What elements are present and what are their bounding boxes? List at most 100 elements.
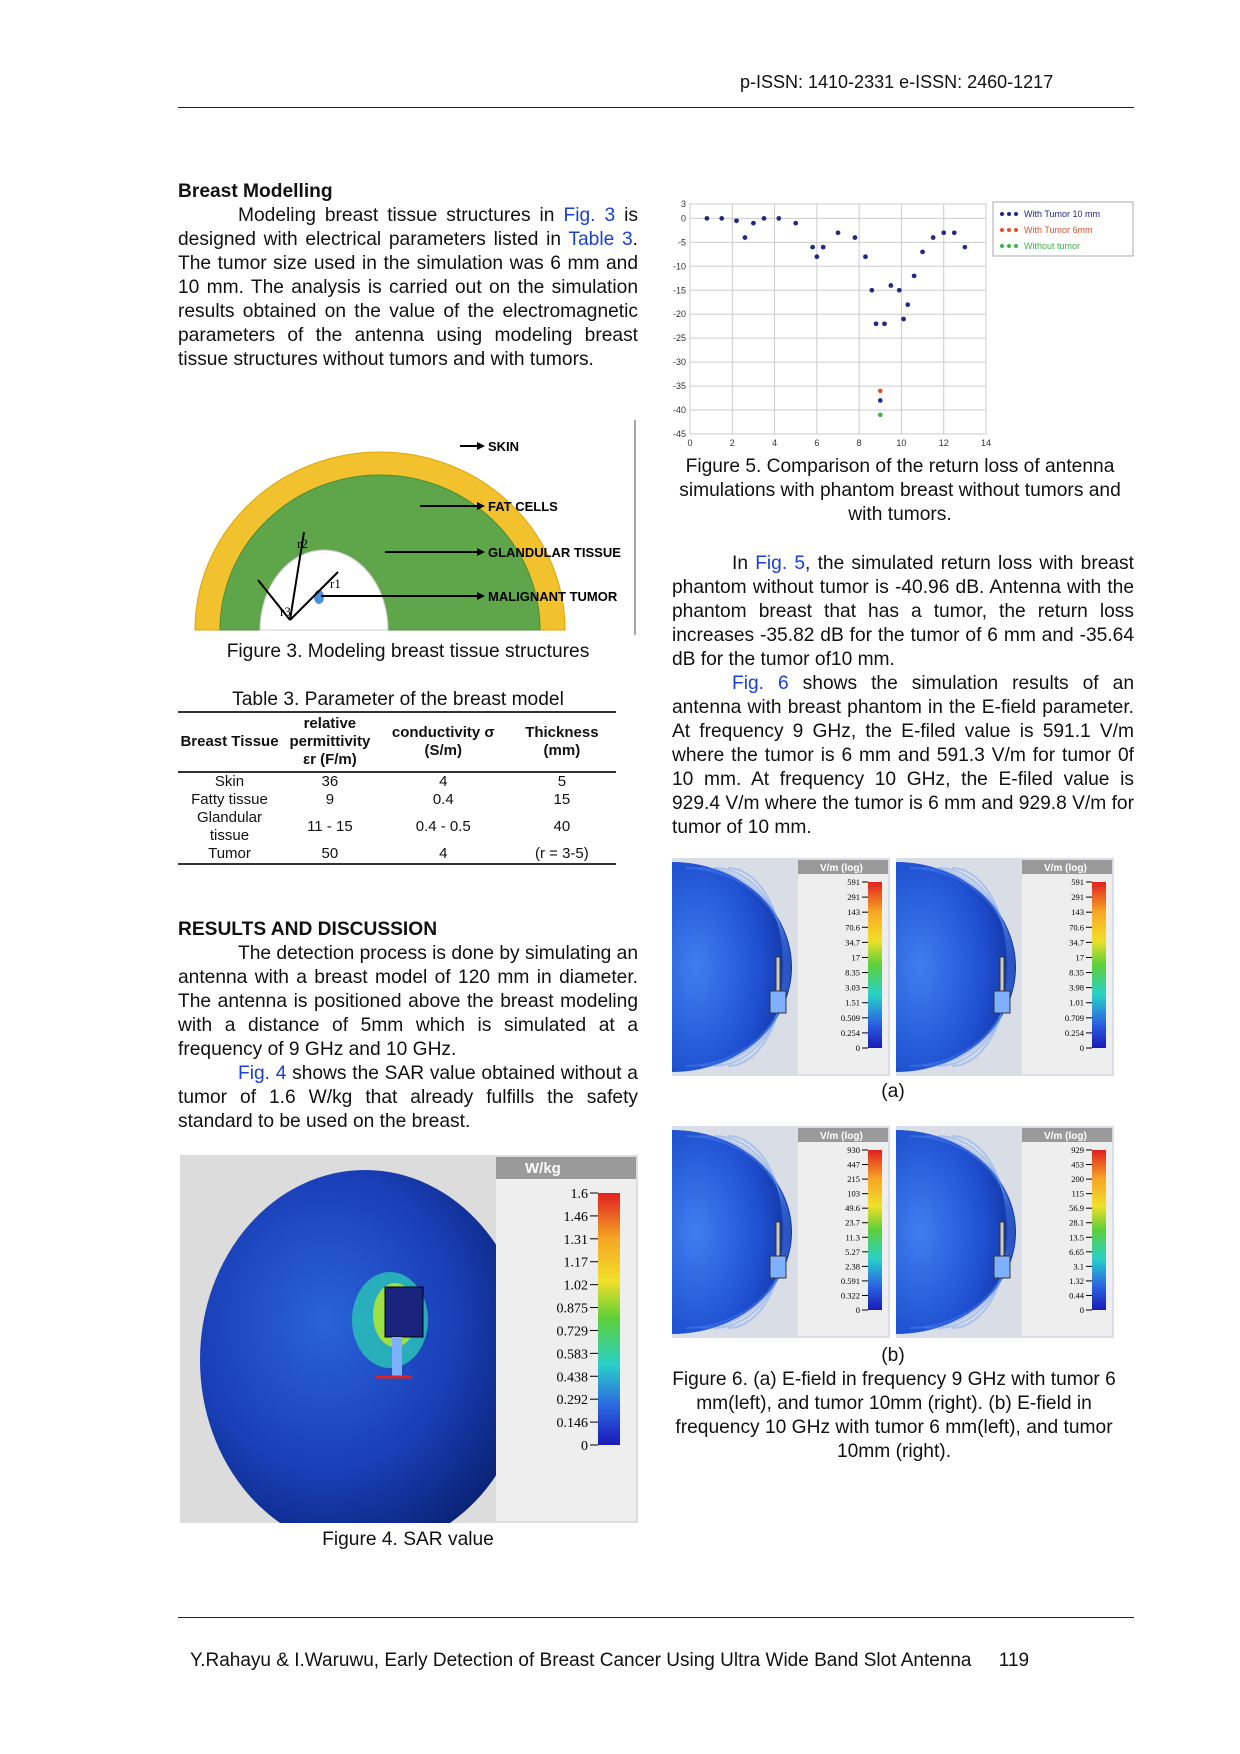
sar-tick-label: 1.31 [564, 1233, 589, 1248]
y-tick-label: -20 [673, 309, 686, 319]
legend-label: With Tumor 6mm [1024, 225, 1093, 235]
data-point [911, 273, 917, 279]
efield-tick-label: 1.32 [1069, 1276, 1084, 1286]
data-point [877, 412, 883, 418]
footer-rule [178, 1617, 1134, 1618]
page-number: 119 [998, 1650, 1030, 1671]
figure-5-caption: Figure 5. Comparison of the return loss … [679, 456, 1121, 525]
col-header-permittivity: relative permittivity εr (F/m) [289, 715, 371, 768]
efield-tick-label: 115 [1072, 1189, 1084, 1199]
cell: 4 [439, 845, 448, 862]
efield-tick-label: 291 [847, 892, 860, 902]
data-point [901, 316, 906, 322]
cell: Tumor [208, 845, 251, 862]
data-point [761, 216, 767, 221]
phantom-shape [672, 862, 792, 1072]
y-tick-label: -45 [673, 429, 686, 439]
efield-tick-label: 5.27 [845, 1247, 860, 1257]
efield-tick-label: 291 [1071, 892, 1084, 902]
legend-marker [1000, 212, 1004, 216]
return-loss-chart: 0 2 4 6 8 10 12 14 3 0 -5 -10 -15 -20 -25 -30 -35 -40 -45 W… [673, 199, 1134, 448]
data-point [814, 254, 820, 260]
efield-tick-label: 34.7 [1069, 937, 1084, 947]
col-header-conductivity: conductivity σ (S/m) [391, 724, 495, 759]
sar-tick-label: 1.46 [564, 1210, 589, 1225]
data-point [820, 244, 826, 250]
text: shows the SAR value obtained without a t… [178, 1063, 638, 1132]
x-tick-label: 14 [981, 438, 991, 448]
figure-6b-label: (b) [881, 1345, 905, 1366]
data-point [704, 216, 710, 221]
data-point [962, 244, 968, 250]
table-row: Glandular tissue 11 - 15 0.4 - 0.5 40 [178, 809, 616, 845]
figure-6a-label: (a) [881, 1081, 905, 1102]
results-section: RESULTS AND DISCUSSION The detection pro… [178, 918, 638, 1134]
cell: 5 [557, 773, 567, 790]
data-point [869, 287, 875, 293]
y-tick-label: -25 [673, 333, 686, 343]
figure-4: W/kg 1.6 1.46 1.31 1.17 1.02 0.875 0.729 0.583 0… [180, 1155, 638, 1550]
efield-unit-label: V/m (log) [1044, 1131, 1087, 1142]
fig3-link[interactable]: Fig. 3 [563, 205, 616, 226]
text: shows the simulation results of an anten… [672, 673, 1134, 838]
legend-label: With Tumor 10 mm [1024, 209, 1100, 219]
x-tick-label: 2 [730, 438, 735, 448]
cell: Glandular tissue [196, 809, 263, 844]
journal-issn: p-ISSN: 1410-2331 e-ISSN: 2460-1217 [740, 72, 1054, 92]
efield-10ghz-image: V/m (log) 930 447 215 103 49.6 23.7 11.3 5.27 2.3… [672, 1126, 1114, 1338]
y-tick-label: 3 [681, 199, 686, 209]
efield-tick-label: 3.98 [1069, 983, 1084, 993]
efield-tick-label: 0.509 [841, 1013, 860, 1023]
legend-label: Without tumor [1024, 241, 1080, 251]
efield-tick-label: 28.1 [1069, 1218, 1084, 1228]
efield-panel: V/m (log) 929 453 200 115 56.9 28.1 13.5 6.65 3.1… [896, 1126, 1114, 1338]
legend-marker [1014, 228, 1018, 232]
fig6-link[interactable]: Fig. 6 [732, 673, 789, 694]
text: In [732, 553, 756, 574]
sar-tick-label: 0 [581, 1439, 588, 1454]
efield-unit-label: V/m (log) [1044, 863, 1087, 874]
legend-marker [1007, 228, 1011, 232]
table3-link[interactable]: Table 3 [568, 229, 633, 250]
text: Modeling breast tissue structures in [238, 205, 564, 226]
y-tick-label: -5 [678, 237, 686, 247]
data-point [719, 216, 725, 221]
paragraph-efield: Fig. 6 shows the simulation results of a… [672, 672, 1134, 840]
efield-tick-label: 23.7 [845, 1218, 860, 1228]
figure-6b: V/m (log) 930 447 215 103 49.6 23.7 11.3 5.27 2.3… [672, 1126, 1114, 1338]
paragraph-return-loss: In Fig. 5, the simulated return loss wit… [672, 552, 1134, 672]
paragraph-sar: Fig. 4 shows the SAR value obtained with… [178, 1062, 638, 1134]
efield-tick-label: 0 [856, 1305, 860, 1315]
legend-marker [1007, 244, 1011, 248]
label-malignant-tumor: MALIGNANT TUMOR [488, 589, 618, 604]
data-point [873, 321, 879, 327]
data-point [751, 220, 756, 226]
col-header-thickness: Thickness (mm) [525, 724, 599, 759]
legend: With Tumor 10 mm With Tumor 6mm Without tu… [992, 201, 1134, 257]
cell: 9 [325, 791, 335, 808]
breast-modelling-section: Breast Modelling Modeling breast tissue … [178, 180, 638, 372]
efield-tick-label: 591 [1071, 877, 1084, 887]
efield-tick-label: 17 [852, 952, 861, 962]
cell: 0.4 [432, 791, 454, 808]
data-point [852, 235, 858, 240]
legend-marker [1000, 228, 1004, 232]
efield-tick-label: 70.6 [845, 922, 860, 932]
data-point [930, 235, 936, 240]
sar-tick-label: 1.6 [571, 1187, 589, 1202]
fig4-link[interactable]: Fig. 4 [238, 1063, 287, 1084]
label-glandular-tissue: GLANDULAR TISSUE [488, 545, 621, 560]
figure-6a: V/m (log) 591 291 143 70.6 34.7 17 8.35 3.03 1.51… [672, 858, 1114, 1076]
efield-tick-label: 103 [847, 1189, 860, 1199]
data-point [882, 321, 887, 327]
fig5-link[interactable]: Fig. 5 [755, 553, 806, 574]
x-tick-label: 4 [772, 438, 777, 448]
y-tick-label: -10 [673, 261, 686, 271]
x-tick-label: 12 [939, 438, 949, 448]
efield-tick-label: 0.254 [841, 1028, 861, 1038]
sar-tick-label: 0.875 [557, 1302, 589, 1317]
sar-tick-label: 1.17 [564, 1256, 589, 1271]
efield-tick-label: 0 [1080, 1043, 1084, 1053]
efield-unit-label: V/m (log) [820, 863, 863, 874]
efield-tick-label: 17 [1076, 952, 1085, 962]
